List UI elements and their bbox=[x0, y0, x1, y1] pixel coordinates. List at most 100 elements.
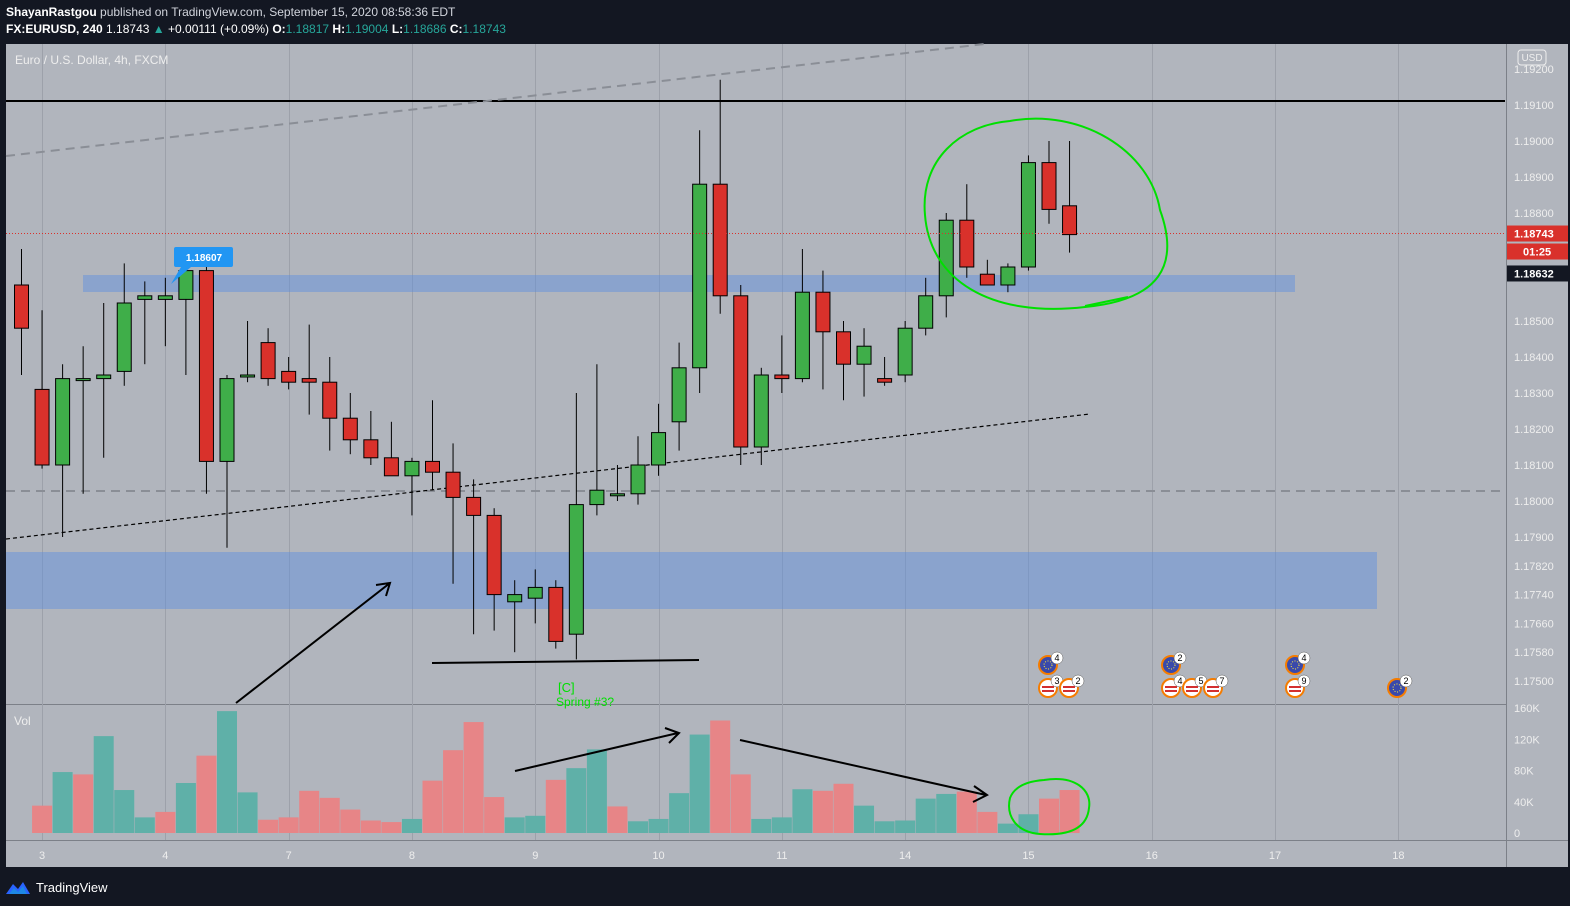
price-tick-label: 1.18000 bbox=[1514, 496, 1554, 508]
eu-event-icon: 4 bbox=[1038, 651, 1064, 675]
us-event-icon: 9 bbox=[1285, 674, 1311, 698]
event-count: 9 bbox=[1301, 676, 1306, 686]
highlight-circle-price bbox=[923, 117, 1169, 310]
candle-up bbox=[75, 378, 91, 382]
volume-bar bbox=[1059, 790, 1080, 833]
flag-stripe bbox=[1063, 686, 1075, 688]
volume-bar bbox=[771, 817, 792, 833]
open-label: O: bbox=[272, 22, 286, 36]
close-label: C: bbox=[449, 22, 463, 36]
event-count: 3 bbox=[1054, 676, 1059, 686]
eu-event-icon: 4 bbox=[1285, 651, 1311, 675]
event-count-badge bbox=[1399, 674, 1413, 688]
candle-up bbox=[568, 504, 584, 635]
brand-name[interactable]: TradingView bbox=[36, 879, 108, 895]
chart-pane-background bbox=[6, 44, 1506, 704]
candle-down bbox=[712, 183, 728, 297]
time-tick-label: 16 bbox=[1146, 850, 1158, 862]
candle-up bbox=[116, 302, 132, 372]
candle-down bbox=[260, 342, 276, 380]
time-tick-label: 3 bbox=[39, 850, 45, 862]
event-count-badge bbox=[1071, 674, 1085, 688]
price-tick-label: 1.17900 bbox=[1514, 532, 1554, 544]
price-label-box bbox=[1507, 265, 1568, 282]
candle-up bbox=[589, 489, 605, 506]
price-tick-label: 1.18200 bbox=[1514, 424, 1554, 436]
open-value: 1.18817 bbox=[285, 22, 330, 36]
candle-up bbox=[240, 374, 256, 378]
volume-bar bbox=[237, 792, 258, 833]
candle-up bbox=[96, 374, 112, 380]
volume-tick-label: 80K bbox=[1514, 766, 1534, 778]
candle-up bbox=[1000, 266, 1016, 286]
volume-bar bbox=[525, 815, 546, 833]
volume-bars: Vol bbox=[14, 711, 1080, 833]
candle-down bbox=[383, 457, 399, 477]
spring-text: Spring #3? bbox=[556, 695, 614, 709]
volume-bar bbox=[812, 790, 833, 833]
price-tick-label: 1.17820 bbox=[1514, 561, 1554, 573]
candle-down bbox=[877, 378, 893, 383]
event-count: 2 bbox=[1403, 676, 1408, 686]
symbol[interactable]: FX:EURUSD, 240 bbox=[6, 22, 103, 36]
candle-up bbox=[918, 295, 934, 329]
time-tick-label: 14 bbox=[899, 850, 911, 862]
us-event-icon: 2 bbox=[1059, 674, 1085, 698]
close-value: 1.18743 bbox=[462, 22, 506, 36]
low-value: 1.18686 bbox=[403, 22, 447, 36]
event-count: 4 bbox=[1177, 676, 1182, 686]
volume-bar bbox=[504, 817, 525, 833]
time-tick-label: 8 bbox=[409, 850, 415, 862]
candle-up bbox=[609, 493, 625, 497]
candle-up bbox=[651, 432, 667, 466]
candle-down bbox=[322, 381, 338, 419]
time-axis-background bbox=[6, 841, 1568, 867]
event-count-badge bbox=[1215, 674, 1229, 688]
volume-bar bbox=[1018, 814, 1039, 833]
high-label: H: bbox=[332, 22, 346, 36]
candle-down bbox=[815, 291, 831, 333]
eu-stars bbox=[1043, 660, 1053, 670]
highlight-circle-volume bbox=[1008, 778, 1091, 836]
volume-tick-label: 0 bbox=[1514, 828, 1520, 840]
candle-down bbox=[281, 370, 297, 383]
drawings bbox=[5, 43, 1505, 704]
flag-stripe bbox=[1042, 690, 1054, 692]
volume-bar bbox=[32, 805, 53, 833]
candle-down bbox=[836, 331, 851, 365]
price-tick-label: 1.18900 bbox=[1514, 172, 1554, 184]
eu-event-icon: 2 bbox=[1387, 674, 1413, 698]
volume-tick-label: 120K bbox=[1514, 734, 1540, 746]
volume-bar bbox=[751, 818, 772, 833]
candle-up bbox=[630, 464, 646, 495]
time-tick-label: 4 bbox=[162, 850, 168, 862]
tradingview-logo-icon[interactable] bbox=[6, 880, 30, 894]
author[interactable]: ShayanRastgou bbox=[6, 5, 97, 19]
publish-line: ShayanRastgou published on TradingView.c… bbox=[6, 4, 1206, 21]
event-count-badge bbox=[1173, 651, 1187, 665]
chart-title: Euro / U.S. Dollar, 4h, FXCM bbox=[15, 53, 168, 67]
time-tick-label: 10 bbox=[652, 850, 664, 862]
time-tick-label: 17 bbox=[1269, 850, 1281, 862]
volume-bar bbox=[196, 755, 217, 833]
us-event-icon: 4 bbox=[1161, 674, 1187, 698]
candle-up bbox=[938, 219, 954, 297]
volume-bar bbox=[607, 806, 628, 833]
volume-bar bbox=[401, 818, 422, 833]
candles bbox=[14, 79, 1078, 660]
event-count-badge bbox=[1297, 674, 1311, 688]
price-tick-label: 1.18400 bbox=[1514, 352, 1554, 364]
volume-bar bbox=[134, 817, 155, 833]
volume-tick-label: 40K bbox=[1514, 797, 1534, 809]
flag-stripe bbox=[1186, 686, 1198, 688]
candle-down bbox=[342, 417, 358, 441]
price-label-box bbox=[1507, 243, 1568, 260]
price-tick-label: 1.18800 bbox=[1514, 208, 1554, 220]
volume-bar bbox=[52, 772, 73, 833]
time-tick-label: 15 bbox=[1022, 850, 1034, 862]
volume-bar bbox=[895, 820, 916, 833]
volume-bar bbox=[628, 821, 648, 833]
volume-bar bbox=[1039, 798, 1059, 833]
volume-bar bbox=[73, 774, 94, 833]
